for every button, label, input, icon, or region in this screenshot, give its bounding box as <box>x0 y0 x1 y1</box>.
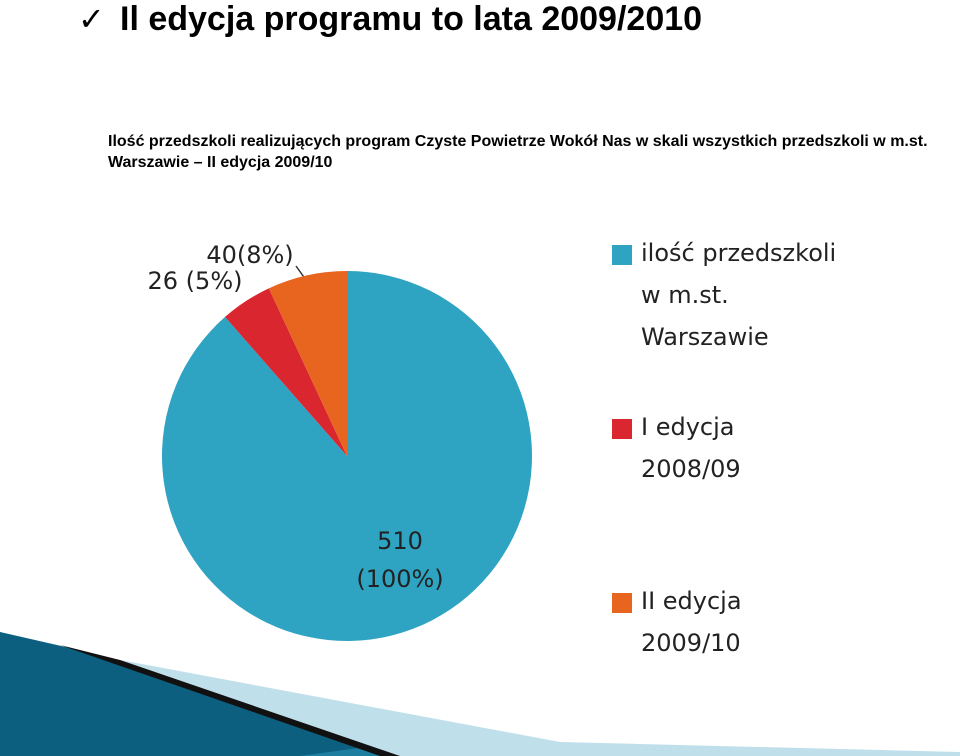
legend-swatch <box>612 245 632 265</box>
legend-entry: ilość przedszkoli w m.st. Warszawie <box>641 239 837 351</box>
legend-swatch <box>612 593 632 613</box>
legend-entry: I edycja 2008/09 <box>641 413 741 483</box>
pie-slice <box>225 288 347 456</box>
legend-swatch <box>612 419 632 439</box>
check-icon: ✓ <box>78 1 105 37</box>
data-label: 510 (100%) <box>356 527 444 593</box>
decor <box>120 660 960 756</box>
data-label: 40(8%) <box>206 241 294 269</box>
decor <box>0 632 380 756</box>
pie-slice <box>268 271 347 456</box>
data-label: 26 (5%) <box>147 267 243 295</box>
legend-entry: II edycja 2009/10 <box>641 587 742 657</box>
slide-title: Il edycja programu to lata 2009/2010 <box>120 0 703 38</box>
chart-title: Ilość przedszkoli realizujących program … <box>108 133 928 171</box>
